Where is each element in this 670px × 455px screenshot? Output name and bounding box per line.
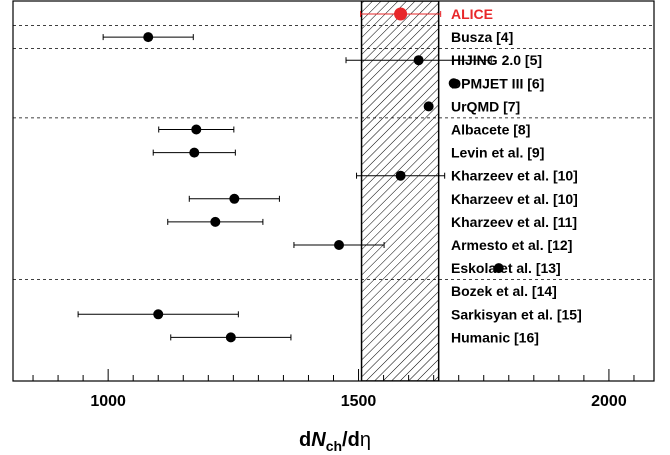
data-point-4	[423, 101, 434, 112]
model-label-11: Eskola et al. [13]	[451, 260, 561, 276]
data-point-8	[229, 193, 240, 204]
data-point-3	[448, 78, 459, 89]
model-label-1: Busza [4]	[451, 29, 513, 45]
model-label-2: HIJING 2.0 [5]	[451, 52, 542, 68]
data-point-0	[394, 7, 408, 21]
model-label-13: Sarkisyan et al. [15]	[451, 306, 582, 322]
data-point-10	[334, 240, 345, 250]
model-label-8: Kharzeev et al. [10]	[451, 191, 578, 207]
data-point-7	[395, 170, 406, 181]
model-label-6: Levin et al. [9]	[451, 145, 544, 161]
data-point-13	[153, 309, 164, 320]
measurement-band	[360, 1, 440, 381]
x-axis-title: dNch/dη	[299, 429, 371, 454]
x-tick-label-1000: 1000	[90, 393, 126, 410]
data-point-1	[143, 32, 154, 43]
data-point-2	[413, 55, 424, 66]
model-label-5: Albacete [8]	[451, 122, 530, 138]
data-point-14	[225, 332, 236, 343]
model-label-9: Kharzeev et al. [11]	[451, 214, 577, 230]
data-point-6	[189, 147, 200, 158]
model-label-14: Humanic [16]	[451, 329, 539, 345]
x-tick-label-1500: 1500	[341, 393, 377, 410]
data-point-11	[493, 263, 504, 274]
model-label-0: ALICE	[451, 6, 493, 22]
model-label-10: Armesto et al. [12]	[451, 237, 572, 253]
model-label-7: Kharzeev et al. [10]	[451, 168, 578, 184]
model-label-3: DPMJET III [6]	[451, 75, 544, 91]
data-point-9	[210, 216, 221, 227]
x-tick-label-2000: 2000	[591, 393, 627, 410]
model-label-12: Bozek et al. [14]	[451, 283, 557, 299]
data-point-5	[191, 124, 202, 135]
plot-background	[13, 1, 654, 381]
model-label-4: UrQMD [7]	[451, 98, 520, 114]
